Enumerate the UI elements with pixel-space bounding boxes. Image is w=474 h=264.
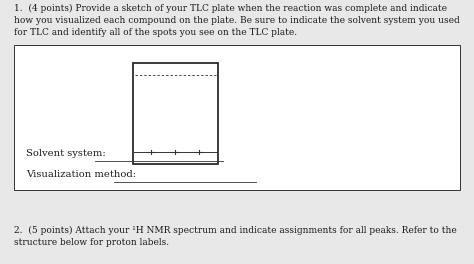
Bar [133, 63, 218, 164]
Text: Solvent system:: Solvent system: [26, 149, 106, 158]
Bar [14, 45, 460, 190]
Text: 2.  (5 points) Attach your ¹H NMR spectrum and indicate assignments for all peak: 2. (5 points) Attach your ¹H NMR spectru… [14, 226, 457, 247]
Text: Visualization method:: Visualization method: [26, 170, 136, 179]
Text: 1.  (4 points) Provide a sketch of your TLC plate when the reaction was complete: 1. (4 points) Provide a sketch of your T… [14, 4, 460, 37]
